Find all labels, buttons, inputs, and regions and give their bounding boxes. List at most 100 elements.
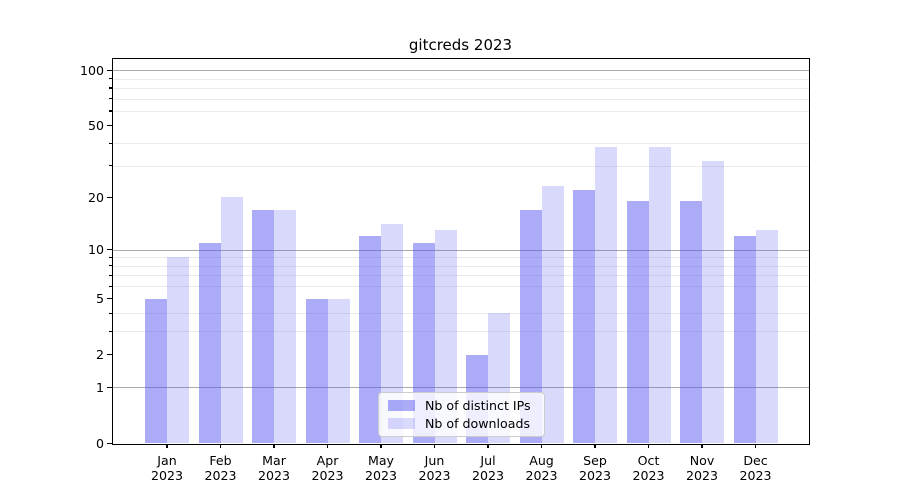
legend: Nb of distinct IPs Nb of downloads bbox=[378, 392, 545, 437]
x-axis-tick-label: Aug 2023 bbox=[525, 452, 558, 484]
y-axis-tick-label: 100 bbox=[79, 62, 104, 78]
x-axis-tick bbox=[219, 443, 222, 448]
bar-downloads bbox=[541, 186, 564, 444]
axis-spine bbox=[112, 443, 809, 445]
y-axis-tick bbox=[106, 354, 112, 356]
bar-downloads bbox=[167, 257, 189, 444]
x-axis-tick-label: Jul 2023 bbox=[471, 452, 505, 484]
major-gridline bbox=[112, 387, 809, 389]
y-axis-minor-tick bbox=[108, 265, 112, 267]
x-axis-tick-label: Jan 2023 bbox=[150, 452, 184, 484]
minor-gridline bbox=[112, 257, 809, 259]
bar-distinct-ips bbox=[733, 236, 756, 444]
y-axis-tick bbox=[106, 248, 112, 251]
major-gridline bbox=[112, 70, 809, 72]
y-axis-minor-tick bbox=[108, 165, 112, 167]
y-axis-minor-tick bbox=[108, 285, 112, 287]
axis-spine bbox=[112, 57, 809, 59]
bar-downloads bbox=[755, 230, 778, 444]
x-axis-tick bbox=[594, 443, 596, 448]
x-axis-tick bbox=[433, 443, 436, 448]
chart-title: gitcreds 2023 bbox=[408, 36, 513, 54]
plot-area: 100 50 20 10 5 2 1 0 Jan 2023 Feb 2023 Mar 2023 Apr 202… bbox=[80, 57, 811, 483]
x-axis-tick-label: Apr 2023 bbox=[311, 452, 344, 484]
minor-gridline bbox=[112, 275, 809, 277]
bar-downloads bbox=[220, 197, 243, 444]
y-axis-tick bbox=[106, 297, 112, 300]
legend-label-distinct-ips: Nb of distinct IPs bbox=[425, 398, 531, 413]
x-axis-tick-label: Dec 2023 bbox=[739, 452, 772, 484]
x-axis-tick bbox=[326, 443, 329, 448]
y-axis-minor-tick bbox=[108, 87, 112, 89]
y-axis-minor-tick bbox=[108, 142, 112, 144]
y-axis-minor-tick bbox=[108, 330, 112, 332]
x-axis-tick bbox=[487, 443, 489, 448]
bar-downloads bbox=[381, 224, 403, 444]
minor-gridline bbox=[112, 265, 809, 267]
bar-distinct-ips bbox=[145, 298, 167, 444]
minor-gridline bbox=[112, 331, 809, 333]
y-axis-tick bbox=[106, 124, 112, 127]
y-axis-tick-label: 20 bbox=[87, 189, 104, 205]
legend-label-downloads: Nb of downloads bbox=[425, 416, 531, 431]
y-axis-tick bbox=[106, 196, 112, 198]
y-axis-minor-tick bbox=[108, 312, 112, 314]
x-axis-tick-label: Oct 2023 bbox=[632, 452, 665, 484]
y-axis-minor-tick bbox=[108, 78, 112, 80]
bar-downloads bbox=[327, 298, 350, 444]
y-axis-minor-tick bbox=[108, 110, 112, 112]
minor-gridline bbox=[112, 88, 809, 90]
bar-downloads bbox=[702, 160, 724, 444]
bar-downloads bbox=[648, 147, 671, 444]
x-axis-tick-label: Mar 2023 bbox=[257, 452, 291, 484]
axis-spine bbox=[809, 57, 811, 445]
bar-distinct-ips bbox=[198, 242, 221, 444]
x-axis-tick bbox=[380, 443, 382, 448]
legend-item: Nb of downloads bbox=[388, 416, 544, 431]
bar-distinct-ips bbox=[359, 236, 381, 444]
bar-distinct-ips bbox=[305, 298, 328, 444]
x-axis-tick-label: Nov 2023 bbox=[685, 452, 719, 484]
bar-distinct-ips bbox=[680, 201, 702, 444]
y-axis-tick-label: 5 bbox=[95, 291, 104, 307]
x-axis-tick bbox=[647, 443, 650, 448]
y-axis-tick bbox=[106, 442, 112, 445]
legend-swatch-distinct-ips bbox=[388, 400, 415, 411]
legend-item: Nb of distinct IPs bbox=[388, 398, 544, 413]
x-axis-tick bbox=[540, 443, 543, 448]
axis-spine bbox=[112, 57, 114, 445]
bar-downloads bbox=[274, 209, 296, 444]
y-axis-tick bbox=[106, 386, 112, 389]
x-axis-tick bbox=[701, 443, 703, 448]
x-axis-tick bbox=[166, 443, 168, 448]
y-axis-minor-tick bbox=[108, 256, 112, 258]
y-axis-tick bbox=[106, 69, 112, 71]
y-axis-tick-label: 1 bbox=[95, 379, 104, 395]
bar-downloads bbox=[595, 147, 617, 444]
x-axis-tick-label: Feb 2023 bbox=[204, 452, 237, 484]
bar-distinct-ips bbox=[519, 209, 542, 444]
x-axis-tick-label: Sep 2023 bbox=[578, 452, 612, 484]
y-axis-tick-label: 0 bbox=[95, 436, 104, 451]
bar-distinct-ips bbox=[626, 201, 649, 444]
x-axis-tick-label: May 2023 bbox=[364, 452, 398, 484]
minor-gridline bbox=[112, 143, 809, 145]
minor-gridline bbox=[112, 110, 809, 112]
minor-gridline bbox=[112, 313, 809, 315]
bar-distinct-ips bbox=[252, 209, 274, 444]
legend-swatch-downloads bbox=[388, 418, 415, 429]
y-axis-tick-label: 50 bbox=[87, 117, 104, 133]
minor-gridline bbox=[112, 286, 809, 288]
minor-gridline bbox=[112, 165, 809, 167]
y-axis-minor-tick bbox=[108, 98, 112, 100]
x-axis-tick bbox=[273, 443, 275, 448]
minor-gridline bbox=[112, 78, 809, 80]
bar-distinct-ips bbox=[573, 189, 595, 444]
minor-gridline bbox=[112, 98, 809, 100]
bar-downloads bbox=[434, 230, 457, 444]
x-axis-tick-label: Jun 2023 bbox=[418, 452, 451, 484]
y-axis-minor-tick bbox=[108, 274, 112, 276]
y-axis-tick-label: 10 bbox=[87, 242, 104, 258]
major-gridline bbox=[112, 249, 809, 251]
